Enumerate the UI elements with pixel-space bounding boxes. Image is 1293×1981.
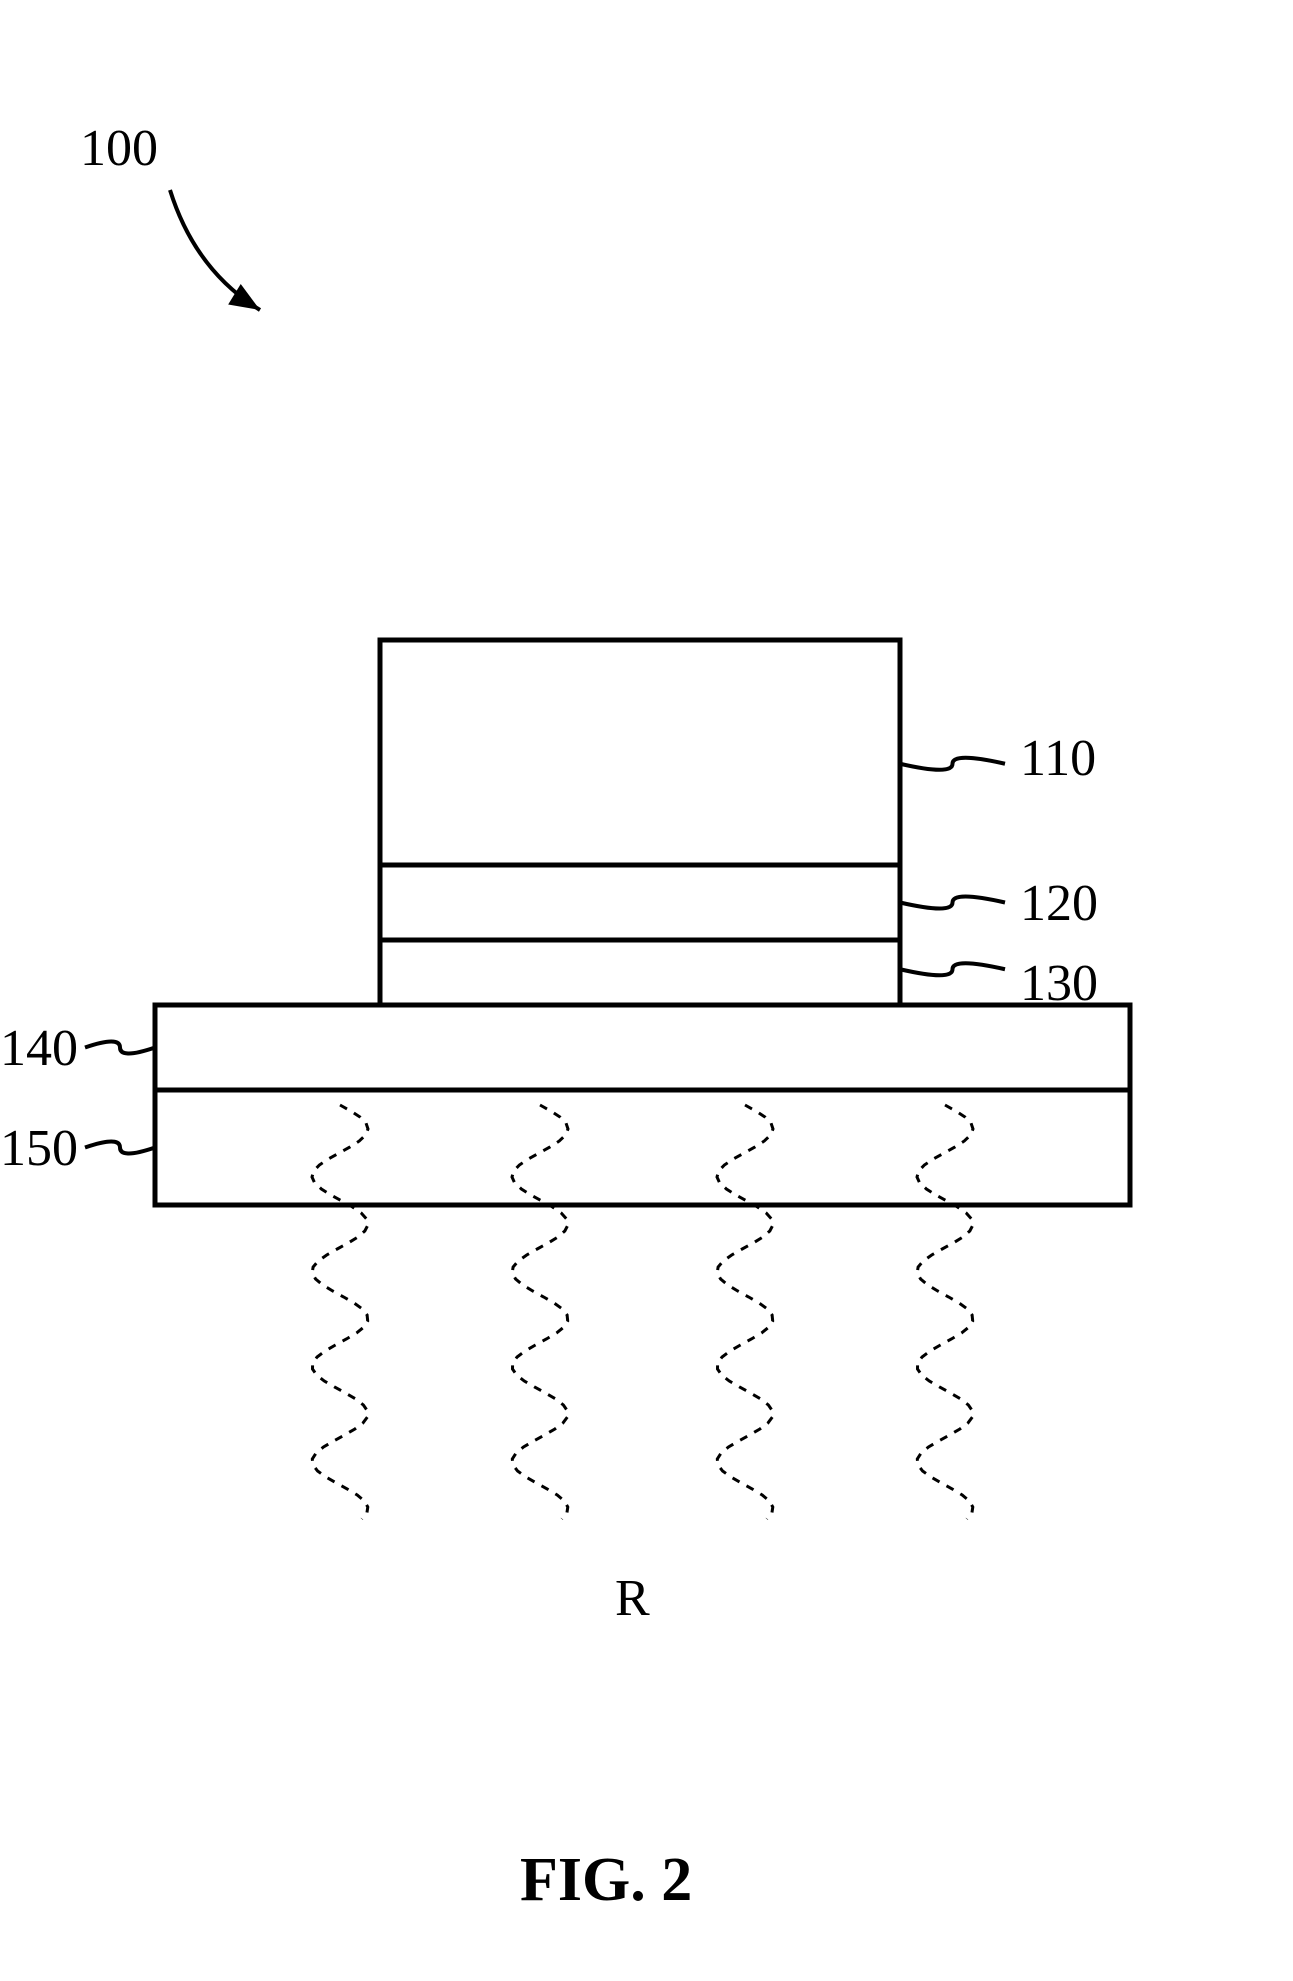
radiation-label: R: [615, 1570, 650, 1627]
layer-wide2: [155, 1090, 1130, 1205]
label-140: 140: [0, 1020, 78, 1077]
lead-140: [85, 1042, 155, 1054]
layer-mid2: [380, 940, 900, 1005]
label-130: 130: [1020, 955, 1098, 1012]
lead-120: [900, 897, 1005, 909]
lead-110: [900, 758, 1005, 770]
lead-130: [900, 963, 1005, 975]
layer-wide1: [155, 1005, 1130, 1090]
ref-100-label: 100: [80, 120, 158, 177]
label-120: 120: [1020, 875, 1098, 932]
label-150: 150: [0, 1120, 78, 1177]
layer-top: [380, 640, 900, 865]
layer-mid1: [380, 865, 900, 940]
label-110: 110: [1020, 730, 1096, 787]
lead-150: [85, 1142, 155, 1154]
figure-caption: FIG. 2: [520, 1846, 692, 1914]
